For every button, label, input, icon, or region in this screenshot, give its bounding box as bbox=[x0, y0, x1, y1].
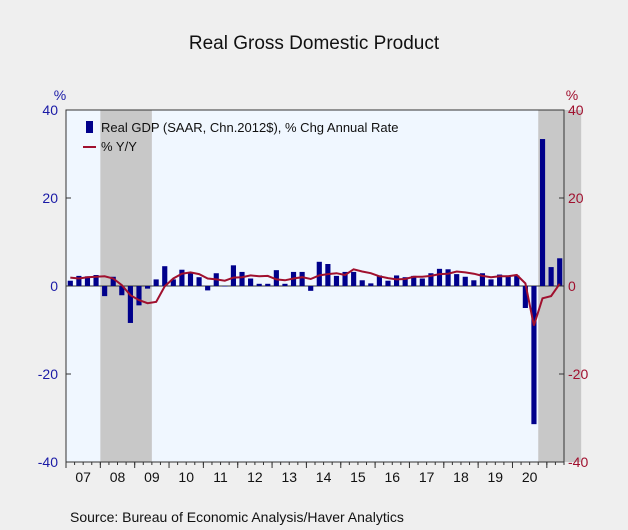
x-tick-label: 08 bbox=[110, 469, 126, 485]
gdp-bar bbox=[110, 276, 116, 286]
gdp-bar bbox=[127, 286, 133, 323]
legend-line-label: % Y/Y bbox=[101, 139, 137, 154]
gdp-bar bbox=[531, 286, 537, 425]
gdp-bar bbox=[548, 267, 554, 286]
gdp-bar bbox=[102, 286, 108, 297]
gdp-bar bbox=[282, 283, 288, 286]
gdp-bar bbox=[299, 271, 305, 286]
axis-ticks: -40 -40 -20 -20 0 0 20 20 40 40 07 08 09 10 11 12 13 14 15… bbox=[38, 102, 589, 485]
gdp-bar bbox=[514, 275, 520, 286]
gdp-bar bbox=[162, 266, 168, 286]
bar-series bbox=[67, 139, 563, 425]
gdp-bar bbox=[136, 286, 142, 306]
gdp-bar bbox=[265, 283, 271, 286]
left-axis-unit: % bbox=[54, 87, 66, 103]
x-tick-label: 10 bbox=[178, 469, 194, 485]
gdp-bar bbox=[273, 270, 279, 286]
gdp-bar bbox=[333, 275, 340, 286]
chart-title: Real Gross Domestic Product bbox=[189, 33, 440, 54]
gdp-bar bbox=[93, 275, 99, 286]
x-tick-label: 07 bbox=[75, 469, 91, 485]
gdp-bar bbox=[170, 279, 176, 286]
x-tick-label: 14 bbox=[316, 469, 332, 485]
gdp-bar bbox=[488, 279, 494, 286]
x-tick-label: 16 bbox=[384, 469, 400, 485]
gdp-bar bbox=[67, 280, 73, 286]
gdp-bar bbox=[144, 286, 151, 289]
gdp-bar bbox=[445, 269, 451, 286]
gdp-bar bbox=[505, 275, 511, 286]
gdp-bar bbox=[497, 274, 503, 286]
gdp-bar bbox=[454, 274, 460, 286]
legend-bar-label: Real GDP (SAAR, Chn.2012$), % Chg Annual… bbox=[101, 120, 398, 135]
gdp-bar bbox=[153, 279, 159, 286]
right-tick-label: -40 bbox=[568, 454, 588, 470]
x-tick-label: 13 bbox=[281, 469, 297, 485]
gdp-bar bbox=[84, 276, 91, 286]
gdp-bar bbox=[376, 275, 382, 286]
left-tick-label: 20 bbox=[42, 190, 58, 206]
gdp-bar bbox=[462, 276, 468, 286]
gdp-bar bbox=[539, 139, 546, 286]
gdp-bar bbox=[230, 265, 237, 286]
gdp-bar bbox=[419, 278, 425, 286]
gdp-bar bbox=[205, 286, 211, 291]
gdp-bar bbox=[222, 286, 228, 287]
gdp-bar bbox=[76, 275, 82, 286]
gdp-bar bbox=[402, 277, 408, 286]
gdp-bar bbox=[411, 275, 417, 286]
gdp-bar bbox=[557, 258, 563, 286]
gdp-bar bbox=[196, 277, 202, 286]
right-tick-label: 40 bbox=[568, 102, 584, 118]
gdp-bar bbox=[316, 261, 322, 286]
gdp-bar bbox=[248, 278, 254, 286]
right-tick-label: 0 bbox=[568, 278, 576, 294]
gdp-bar bbox=[436, 268, 443, 286]
left-tick-label: -20 bbox=[38, 366, 58, 382]
legend-bar-swatch bbox=[86, 121, 93, 133]
left-tick-label: 40 bbox=[42, 102, 58, 118]
gdp-bar bbox=[239, 271, 245, 286]
x-tick-label: 19 bbox=[488, 469, 504, 485]
gdp-bar bbox=[368, 283, 374, 286]
gdp-bar bbox=[385, 280, 391, 286]
right-tick-label: -20 bbox=[568, 366, 588, 382]
gdp-bar bbox=[342, 271, 348, 286]
left-tick-label: 0 bbox=[50, 278, 58, 294]
gdp-bar bbox=[393, 275, 400, 286]
x-tick-label: 18 bbox=[453, 469, 469, 485]
x-tick-label: 20 bbox=[522, 469, 538, 485]
x-tick-label: 15 bbox=[350, 469, 366, 485]
x-tick-label: 09 bbox=[144, 469, 160, 485]
gdp-bar bbox=[119, 286, 125, 296]
x-tick-label: 11 bbox=[213, 469, 228, 485]
gdp-bar bbox=[479, 273, 486, 286]
gdp-bar bbox=[256, 283, 262, 286]
gdp-bar bbox=[351, 271, 357, 286]
legend: Real GDP (SAAR, Chn.2012$), % Chg Annual… bbox=[83, 120, 398, 154]
left-tick-label: -40 bbox=[38, 454, 58, 470]
yoy-line bbox=[70, 268, 561, 326]
right-tick-label: 20 bbox=[568, 190, 584, 206]
gdp-bar bbox=[359, 280, 365, 286]
gdp-bar bbox=[187, 272, 194, 286]
gdp-bar bbox=[179, 269, 185, 286]
source-note: Source: Bureau of Economic Analysis/Have… bbox=[70, 509, 404, 525]
gdp-bar bbox=[522, 286, 528, 308]
x-tick-label: 17 bbox=[419, 469, 435, 485]
gdp-bar bbox=[308, 286, 314, 291]
gdp-bar bbox=[428, 273, 434, 286]
right-axis-unit: % bbox=[566, 87, 578, 103]
gdp-bar bbox=[471, 280, 477, 286]
x-tick-label: 12 bbox=[247, 469, 263, 485]
